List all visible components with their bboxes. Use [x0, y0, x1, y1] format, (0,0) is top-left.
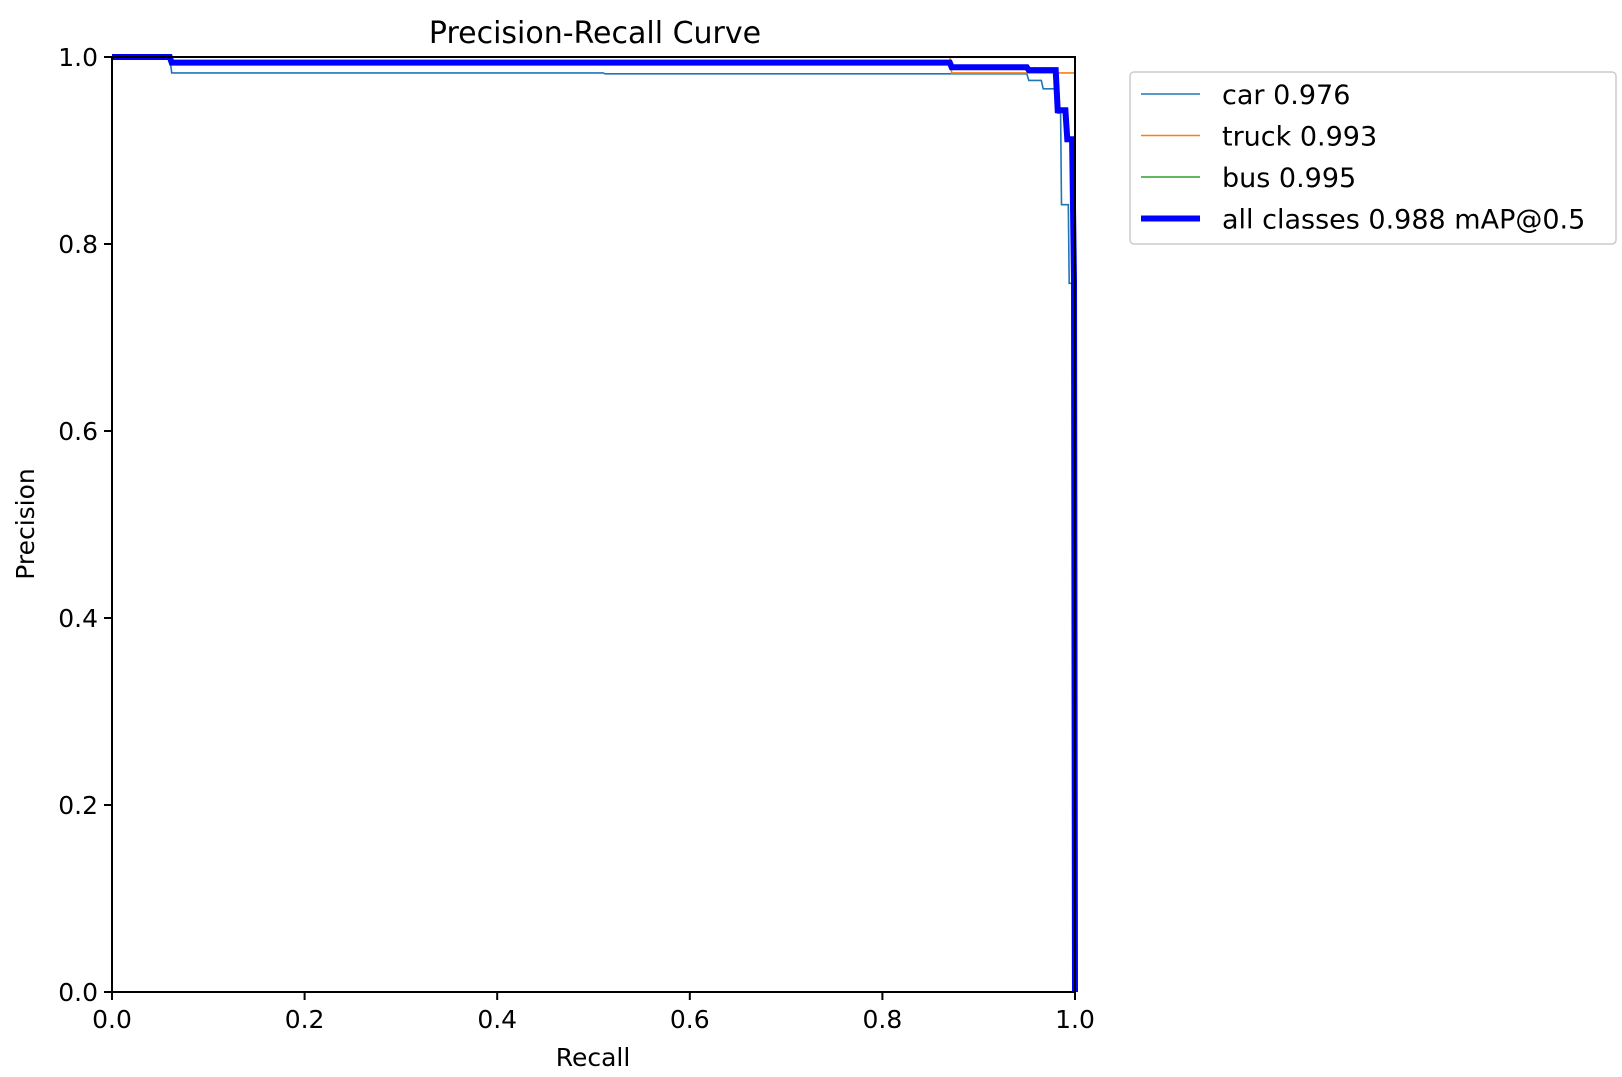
y-axis-title: Precision	[11, 468, 40, 580]
legend: car 0.976 truck 0.993 bus 0.995 all classes…	[1129, 71, 1617, 245]
x-tick-label: 0.4	[477, 1005, 517, 1034]
legend-label: all classes 0.988 mAP@0.5	[1222, 205, 1585, 236]
x-tick-label: 0.6	[670, 1005, 710, 1034]
legend-frame	[1129, 71, 1617, 245]
y-tick-label: 0.4	[58, 604, 98, 633]
series-line-3	[112, 54, 1078, 993]
legend-label: bus 0.995	[1222, 163, 1356, 194]
legend-label: truck 0.993	[1222, 122, 1377, 153]
x-tick-label: 0.2	[285, 1005, 325, 1034]
x-tick-label: 0.0	[92, 1005, 132, 1034]
y-tick-label: 0.6	[58, 417, 98, 446]
y-tick-label: 0.0	[58, 978, 98, 1007]
x-tick-label: 0.8	[863, 1005, 903, 1034]
x-tick-label: 1.0	[1055, 1005, 1095, 1034]
legend-items: car 0.976 truck 0.993 bus 0.995 all classes…	[1141, 80, 1585, 236]
series-layer	[112, 54, 1078, 993]
series-line-0	[112, 56, 1076, 993]
x-axis-title: Recall	[556, 1043, 631, 1072]
series-line-2	[112, 56, 1076, 992]
y-tick-label: 0.8	[58, 230, 98, 259]
legend-label: car 0.976	[1222, 80, 1350, 111]
chart-title: Precision-Recall Curve	[429, 16, 761, 51]
axis-ticks: 0.0 0.2 0.4 0.6 0.8 1.0 0.0 0.2 0.4 0.6 0.8 1.0	[58, 43, 1095, 1034]
plot-frame	[111, 56, 1076, 993]
y-tick-label: 1.0	[58, 43, 98, 72]
series-line-1	[112, 56, 1076, 992]
y-tick-label: 0.2	[58, 791, 98, 820]
